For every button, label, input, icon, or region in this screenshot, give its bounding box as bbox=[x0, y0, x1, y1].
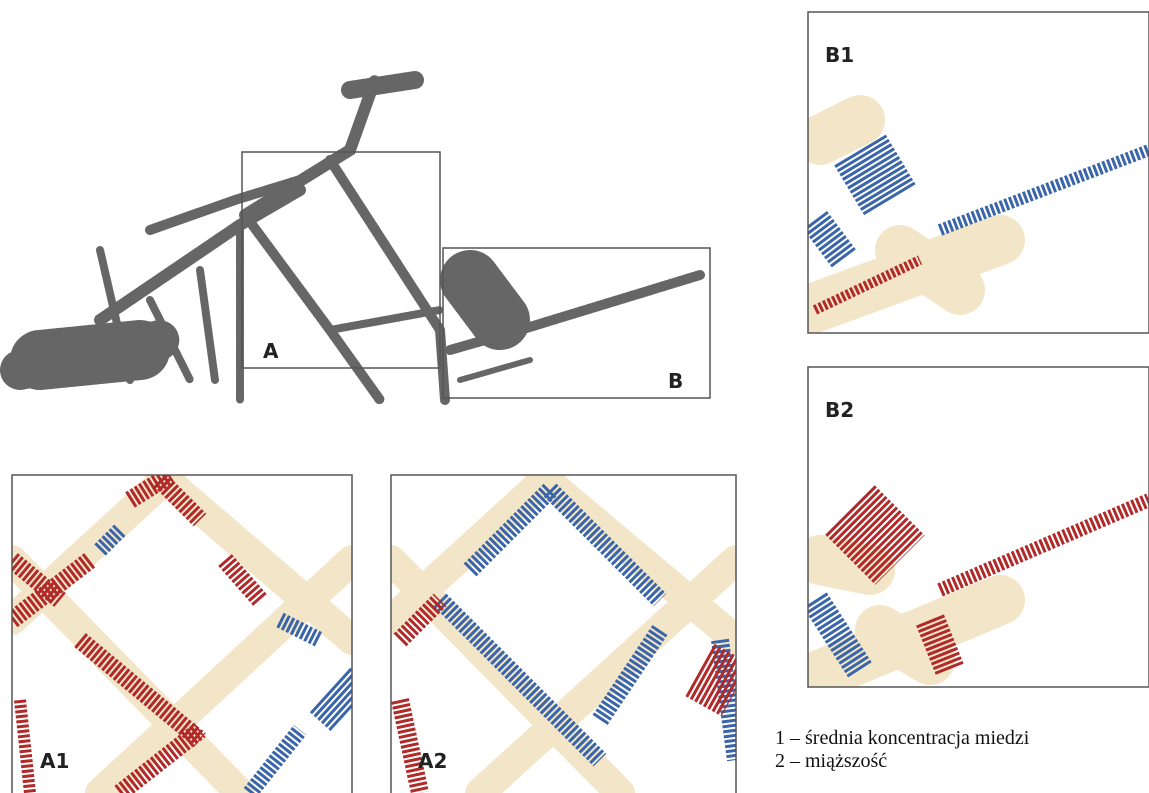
label-a: A bbox=[263, 339, 279, 363]
label-b: B bbox=[668, 369, 683, 393]
panel-label: A2 bbox=[418, 749, 447, 773]
legend-item: 1 – średnia koncentracja miedzi bbox=[775, 727, 1030, 749]
panel-a1-map bbox=[12, 475, 352, 793]
panel-label: A1 bbox=[40, 749, 69, 773]
panel-b2-map bbox=[808, 500, 1149, 680]
overview-map: A B bbox=[20, 80, 710, 400]
legend-item: 2 – miąższość bbox=[775, 750, 887, 772]
panel-a2-map bbox=[391, 475, 736, 793]
figure: A B A1 A2 B1 B2 1 – średnia koncentracja… bbox=[0, 0, 1149, 793]
panel-b1-map bbox=[808, 120, 1149, 310]
panel-label: B2 bbox=[825, 398, 854, 422]
panel-label: B1 bbox=[825, 43, 854, 67]
